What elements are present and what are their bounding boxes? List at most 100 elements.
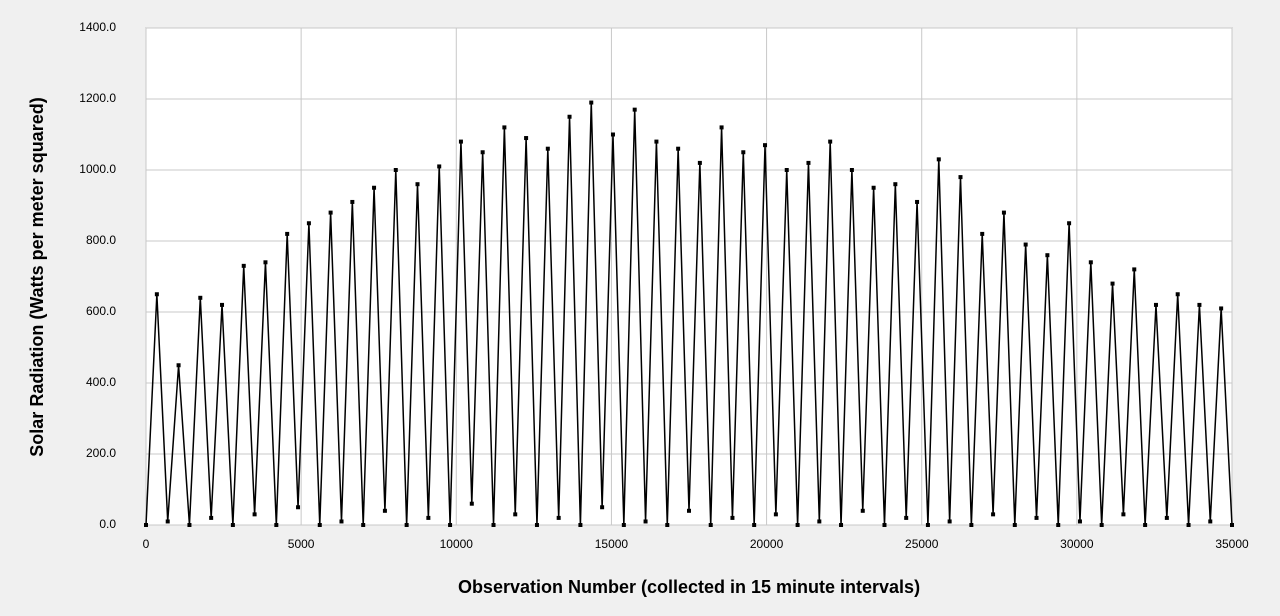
data-point (795, 523, 800, 527)
data-point (643, 519, 648, 524)
data-point (1153, 302, 1158, 307)
data-point (241, 263, 246, 268)
data-point (1088, 260, 1093, 265)
data-point (1208, 519, 1213, 524)
data-point (1012, 523, 1017, 527)
data-point (1099, 523, 1104, 527)
data-point (296, 505, 301, 510)
data-point (404, 523, 409, 527)
data-point (317, 523, 322, 527)
data-point (513, 512, 518, 517)
data-point (556, 515, 561, 520)
data-point (480, 150, 485, 155)
data-point (817, 519, 822, 524)
data-point (763, 143, 768, 148)
data-point (144, 523, 148, 527)
data-point (621, 523, 626, 527)
data-point (524, 136, 529, 141)
data-point (1110, 281, 1115, 286)
data-point (263, 260, 268, 265)
x-tick-label: 0 (143, 537, 150, 551)
data-point (632, 107, 637, 112)
data-point (806, 160, 811, 165)
data-point (252, 512, 257, 517)
data-point (426, 515, 431, 520)
data-point (339, 519, 344, 524)
data-point (491, 523, 496, 527)
data-point (230, 523, 235, 527)
data-point (871, 185, 876, 190)
data-point (393, 168, 398, 172)
x-tick-label: 5000 (288, 537, 315, 551)
data-point (1023, 242, 1028, 247)
x-tick-label: 35000 (1215, 537, 1249, 551)
y-tick-label: 1400.0 (79, 20, 116, 34)
data-point (154, 292, 159, 297)
data-point (589, 100, 594, 105)
data-point (1001, 210, 1006, 215)
data-point (708, 523, 713, 527)
data-point (361, 523, 366, 527)
data-point (654, 139, 659, 144)
data-point (198, 295, 203, 300)
data-point (980, 231, 985, 236)
data-point (849, 168, 854, 172)
data-point (904, 515, 909, 520)
data-point (936, 157, 941, 162)
data-point (502, 125, 507, 130)
data-point (1230, 523, 1234, 527)
data-point (676, 146, 681, 151)
data-point (773, 512, 778, 517)
data-point (665, 523, 670, 527)
data-point (285, 231, 290, 236)
data-point (839, 523, 844, 527)
data-point (741, 150, 746, 155)
data-point (882, 523, 887, 527)
data-point (687, 508, 691, 513)
data-point (469, 501, 474, 506)
data-point (187, 523, 192, 527)
data-point (415, 182, 420, 187)
data-point (600, 505, 605, 510)
x-axis-title: Observation Number (collected in 15 minu… (458, 577, 920, 597)
data-point (176, 363, 181, 368)
y-tick-label: 1200.0 (79, 91, 116, 105)
data-point (719, 125, 724, 130)
y-tick-label: 400.0 (86, 375, 116, 389)
data-point (784, 168, 789, 172)
data-point (958, 175, 963, 180)
data-point (752, 523, 757, 527)
data-point (1121, 512, 1126, 517)
data-point (828, 139, 833, 144)
y-tick-label: 200.0 (86, 446, 116, 460)
x-tick-label: 10000 (440, 537, 474, 551)
data-point (1186, 523, 1191, 527)
y-tick-label: 0.0 (99, 517, 116, 531)
y-axis-title: Solar Radiation (Watts per meter squared… (27, 97, 47, 456)
data-point (458, 139, 463, 144)
data-point (567, 114, 572, 119)
data-point (382, 508, 387, 513)
data-point (991, 512, 996, 517)
data-point (947, 519, 952, 524)
data-point (220, 302, 225, 307)
data-point (545, 146, 550, 151)
data-point (915, 199, 920, 204)
data-point (1132, 267, 1137, 272)
data-point (1219, 306, 1224, 311)
plot-area (145, 27, 1233, 526)
data-point (372, 185, 377, 190)
x-tick-label: 15000 (595, 537, 629, 551)
data-point (1197, 302, 1202, 307)
x-tick-label: 30000 (1060, 537, 1094, 551)
data-point (610, 132, 615, 137)
data-point (1056, 523, 1061, 527)
data-point (306, 221, 311, 226)
y-tick-label: 600.0 (86, 304, 116, 318)
data-point (697, 160, 702, 165)
data-point (350, 199, 355, 204)
y-tick-label: 1000.0 (79, 162, 116, 176)
data-point (860, 508, 865, 513)
data-point (1067, 221, 1072, 226)
